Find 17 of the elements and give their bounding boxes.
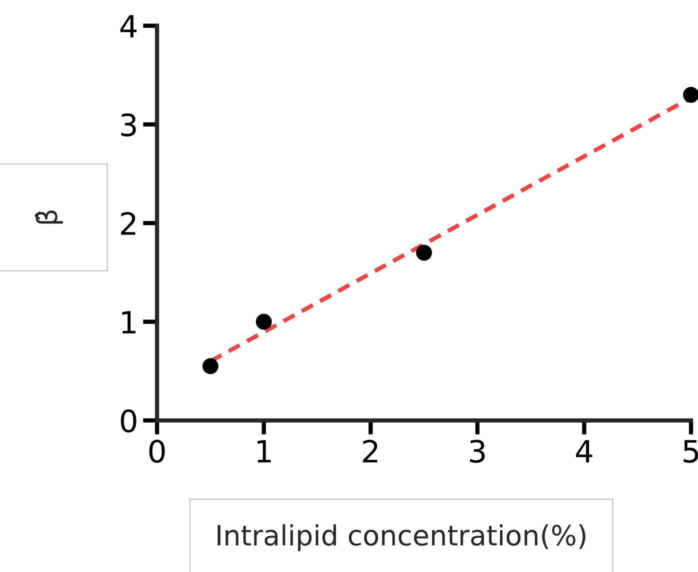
x-tick-label: 2 bbox=[363, 440, 378, 462]
point bbox=[416, 244, 432, 261]
y-axis-title: β̂ bbox=[34, 210, 63, 224]
y-tick-label: 3 bbox=[121, 113, 136, 136]
x-tick-label: 5 bbox=[684, 440, 698, 463]
x-tick-label: 0 bbox=[149, 440, 165, 463]
y-tick-label: 2 bbox=[121, 212, 136, 235]
point bbox=[683, 86, 698, 103]
point bbox=[202, 358, 218, 374]
point bbox=[256, 314, 272, 330]
y-tick-label: 1 bbox=[122, 311, 136, 334]
x-tick-label: 4 bbox=[576, 440, 592, 462]
x-axis-title: Intralipid concentration(%) bbox=[218, 524, 586, 552]
y-tick-label: 0 bbox=[120, 409, 136, 432]
x-tick-label: 3 bbox=[470, 440, 485, 463]
x-tick-label: 1 bbox=[257, 440, 271, 462]
y-tick-label: 4 bbox=[120, 15, 137, 38]
